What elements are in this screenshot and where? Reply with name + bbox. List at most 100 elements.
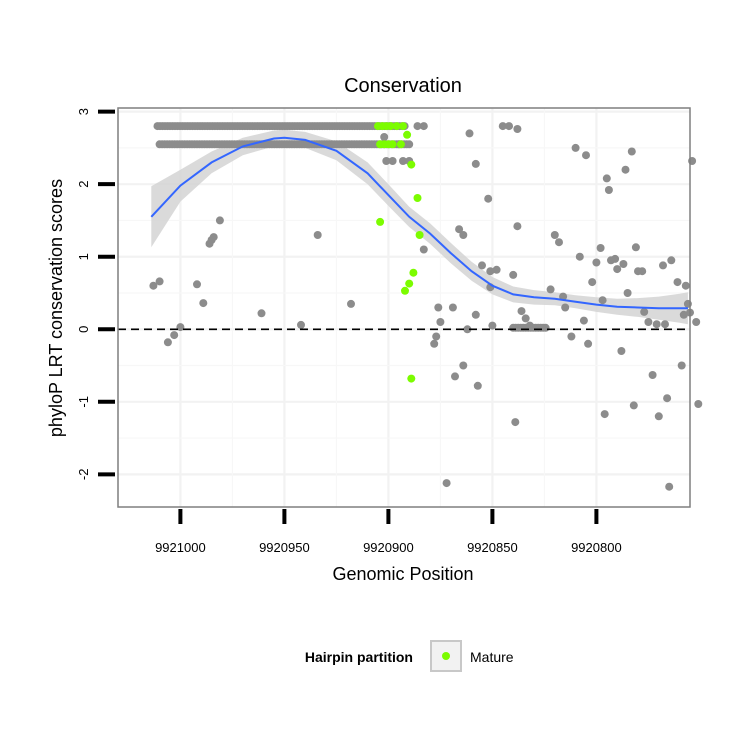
legend-label-mature: Mature	[470, 649, 514, 665]
point-other	[459, 361, 468, 370]
point-other	[163, 338, 172, 347]
point-other	[463, 325, 472, 334]
point-mature	[399, 122, 407, 131]
point-other	[511, 418, 520, 427]
point-other	[448, 303, 457, 312]
point-mature	[407, 374, 416, 383]
x-axis: 9921000 9920950 9920900 9920850 9920800	[155, 509, 622, 555]
point-other	[419, 122, 428, 131]
point-other	[644, 318, 653, 326]
y-tick-label: -2	[76, 469, 91, 481]
point-other	[654, 412, 663, 421]
point-other	[486, 267, 495, 276]
y-tick-label: 2	[76, 181, 91, 188]
point-other	[648, 371, 657, 379]
smooth-line	[150, 136, 688, 310]
point-other	[604, 186, 613, 194]
point-other	[465, 129, 474, 138]
point-other	[513, 125, 522, 133]
point-other	[659, 261, 667, 270]
point-other	[567, 332, 576, 341]
point-other	[613, 265, 622, 274]
data-points	[149, 122, 703, 491]
point-other	[149, 281, 158, 290]
point-other	[584, 339, 593, 348]
point-other	[451, 372, 459, 381]
point-other	[380, 133, 389, 141]
point-mature	[376, 217, 385, 226]
point-mature	[409, 268, 418, 277]
point-other	[541, 323, 550, 332]
x-tick-label: 9920800	[571, 540, 622, 555]
point-other	[629, 401, 638, 410]
point-other	[471, 159, 480, 168]
point-other	[347, 299, 355, 308]
point-mature	[386, 122, 395, 131]
point-other	[694, 400, 703, 408]
point-other	[509, 270, 518, 279]
point-other	[517, 307, 526, 316]
point-other	[388, 157, 397, 165]
point-other	[550, 231, 559, 239]
y-axis: -2 -1 0 1 2 3	[76, 108, 115, 480]
legend-key-mature-dot	[442, 652, 450, 660]
point-mature	[392, 122, 401, 131]
plot-border	[117, 107, 691, 508]
point-other	[571, 143, 580, 152]
point-other	[215, 216, 224, 225]
point-other	[665, 482, 674, 491]
y-tick-label: 0	[76, 326, 91, 333]
point-other	[399, 157, 407, 165]
point-other	[617, 347, 626, 355]
point-other	[600, 410, 609, 419]
chart-title: Conservation	[344, 75, 462, 97]
point-other	[382, 157, 391, 165]
x-tick-label: 9920950	[259, 540, 310, 555]
point-other	[623, 289, 632, 297]
point-other	[513, 222, 522, 231]
point-other	[638, 267, 647, 276]
point-other	[434, 303, 443, 312]
point-other	[442, 479, 451, 488]
point-other	[561, 303, 570, 312]
point-other	[455, 225, 464, 234]
point-other	[673, 278, 682, 287]
point-other	[209, 233, 218, 242]
point-other	[663, 394, 672, 403]
point-other	[631, 243, 640, 252]
x-tick-label: 9921000	[155, 540, 206, 555]
point-other	[459, 231, 468, 239]
point-other	[681, 281, 690, 290]
point-other	[430, 339, 439, 348]
point-other	[170, 331, 179, 340]
point-other	[492, 265, 501, 274]
point-other	[505, 122, 513, 131]
point-mature	[415, 231, 424, 239]
point-other	[679, 310, 688, 319]
x-tick-label: 9920900	[363, 540, 414, 555]
point-other	[592, 258, 601, 267]
point-other	[661, 320, 669, 329]
point-other	[525, 321, 534, 330]
point-other	[473, 381, 482, 390]
confidence-band	[151, 129, 688, 325]
point-other	[546, 285, 555, 294]
point-mature	[388, 140, 397, 149]
point-other	[575, 252, 584, 261]
point-other	[596, 244, 605, 252]
point-mature	[401, 286, 409, 295]
point-other	[667, 256, 676, 265]
point-other	[579, 316, 588, 325]
point-mature	[405, 279, 414, 288]
y-tick-label: 3	[76, 108, 91, 115]
point-other	[436, 318, 445, 326]
point-other	[621, 165, 630, 174]
point-other	[627, 147, 636, 156]
y-tick-label: -1	[76, 396, 91, 408]
x-axis-title: Genomic Position	[332, 564, 473, 584]
point-other	[155, 277, 164, 286]
point-other	[692, 318, 701, 326]
point-other	[598, 296, 607, 305]
point-other	[199, 299, 208, 308]
